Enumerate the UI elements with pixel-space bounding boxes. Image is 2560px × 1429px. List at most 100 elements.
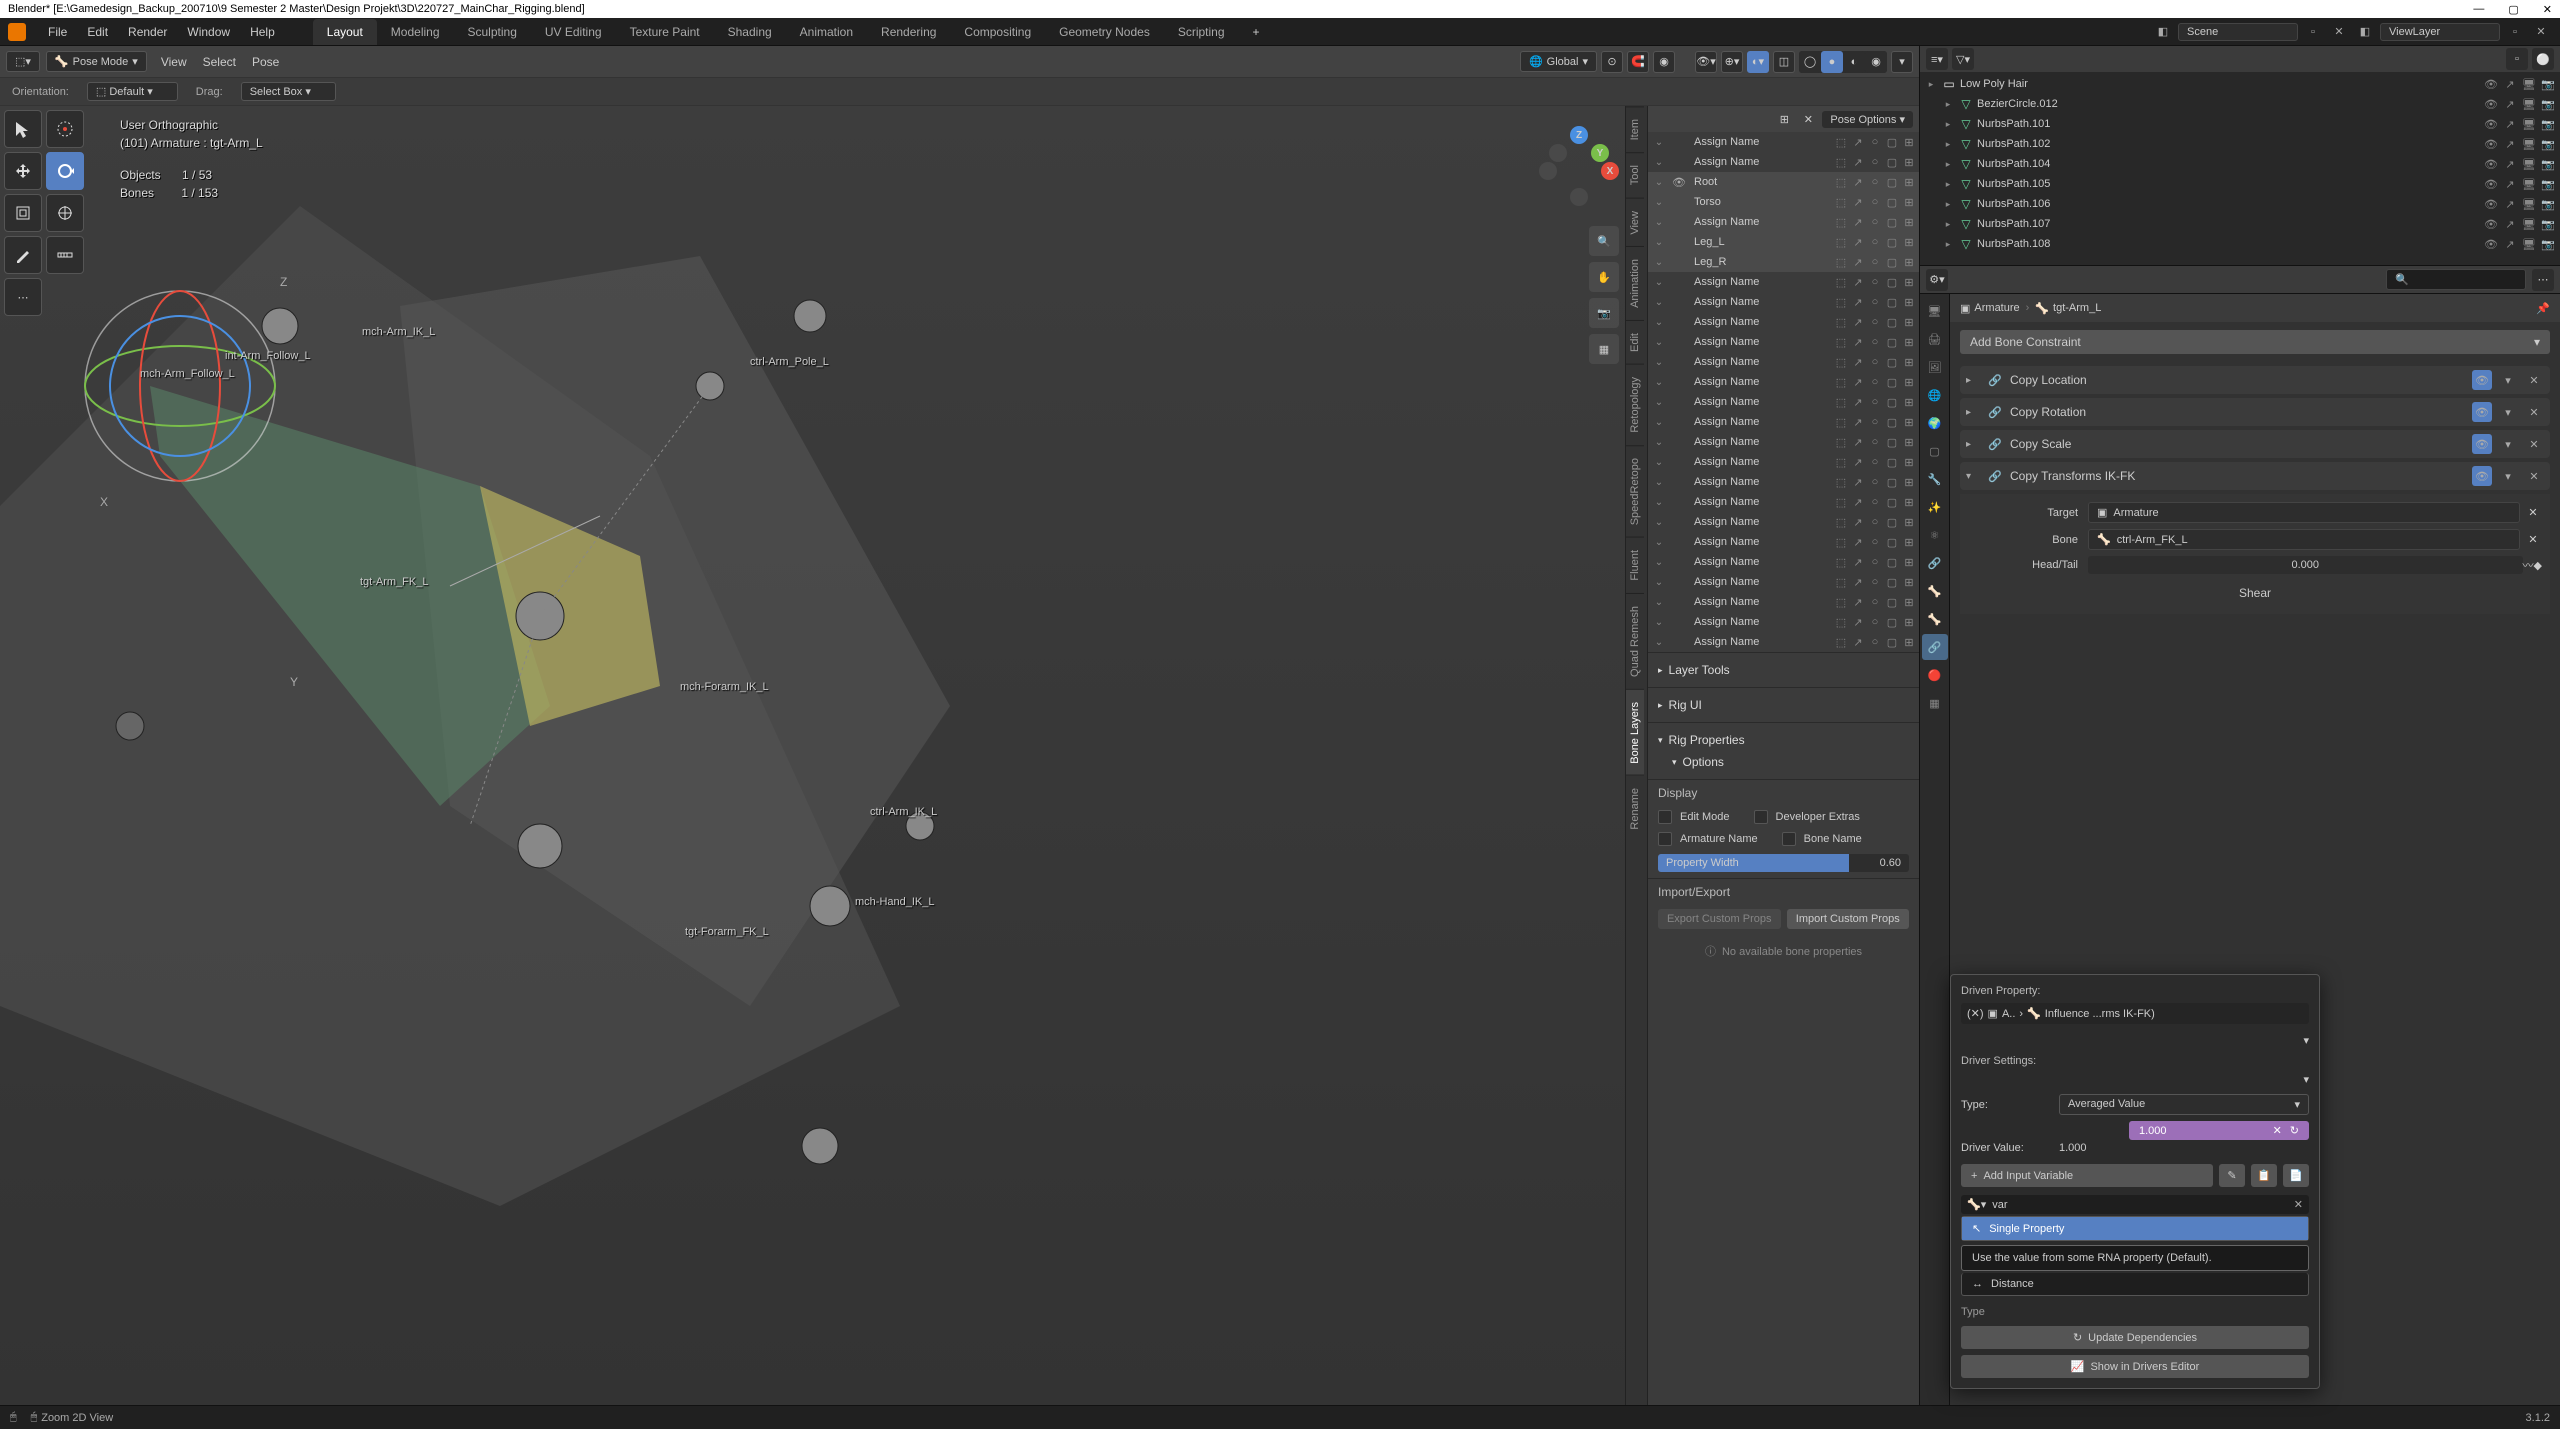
options-header[interactable]: ▾ Options bbox=[1658, 751, 1909, 773]
group-icon[interactable]: ⊞ bbox=[1901, 434, 1917, 450]
visibility-icon[interactable] bbox=[1670, 414, 1688, 430]
scene-delete-icon[interactable]: ✕ bbox=[2328, 21, 2350, 43]
lock-icon[interactable]: ○ bbox=[1867, 214, 1883, 230]
visibility-icon[interactable] bbox=[1670, 294, 1688, 310]
outliner-filter-icon[interactable]: ▽▾ bbox=[1952, 48, 1974, 70]
select-icon[interactable]: ↗ bbox=[1850, 514, 1866, 530]
wire-icon[interactable]: ▢ bbox=[1884, 334, 1900, 350]
solo-icon[interactable]: ⬚ bbox=[1833, 334, 1849, 350]
collapse-icon[interactable]: ⌄ bbox=[1650, 554, 1668, 570]
solo-icon[interactable]: ⬚ bbox=[1833, 614, 1849, 630]
hide-icon[interactable]: 👁 bbox=[2483, 116, 2499, 132]
ptab-output-icon[interactable]: 🖨 bbox=[1922, 326, 1948, 352]
wire-icon[interactable]: ▢ bbox=[1884, 274, 1900, 290]
collapse-icon[interactable]: ⌄ bbox=[1650, 134, 1668, 150]
bone-collection-row[interactable]: ⌄ Assign Name ⬚ ↗ ○ ▢ ⊞ bbox=[1648, 312, 1919, 332]
solo-icon[interactable]: ⬚ bbox=[1833, 134, 1849, 150]
group-icon[interactable]: ⊞ bbox=[1901, 294, 1917, 310]
bone-collection-row[interactable]: ⌄ Leg_R ⬚ ↗ ○ ▢ ⊞ bbox=[1648, 252, 1919, 272]
group-icon[interactable]: ⊞ bbox=[1901, 374, 1917, 390]
solo-icon[interactable]: ⬚ bbox=[1833, 474, 1849, 490]
layer-tools-header[interactable]: ▸ Layer Tools bbox=[1658, 659, 1909, 681]
visibility-icon[interactable] bbox=[1670, 154, 1688, 170]
disable-icon[interactable]: 🖥 bbox=[2521, 156, 2537, 172]
shading-wireframe-icon[interactable]: ◯ bbox=[1799, 51, 1821, 73]
bone-collection-row[interactable]: ⌄ Assign Name ⬚ ↗ ○ ▢ ⊞ bbox=[1648, 592, 1919, 612]
solo-icon[interactable]: ⬚ bbox=[1833, 314, 1849, 330]
group-icon[interactable]: ⊞ bbox=[1901, 514, 1917, 530]
gizmo-toggle-icon[interactable]: ⊕▾ bbox=[1721, 51, 1743, 73]
group-icon[interactable]: ⊞ bbox=[1901, 534, 1917, 550]
render-icon[interactable]: 📷 bbox=[2540, 236, 2556, 252]
outliner-row[interactable]: ▸ ▽ NurbsPath.106 👁 ↗ 🖥 📷 bbox=[1920, 194, 2560, 214]
wire-icon[interactable]: ▢ bbox=[1884, 494, 1900, 510]
constraint-delete-icon[interactable]: ✕ bbox=[2524, 402, 2544, 422]
snap-icon[interactable]: 🧲 bbox=[1627, 51, 1649, 73]
visibility-icon[interactable] bbox=[1670, 574, 1688, 590]
expand-icon[interactable]: ▸ bbox=[1966, 439, 1980, 450]
solo-icon[interactable]: ⬚ bbox=[1833, 394, 1849, 410]
headtail-slider[interactable]: 0.000 bbox=[2088, 556, 2523, 574]
menu-window[interactable]: Window bbox=[177, 21, 240, 43]
bone-collection-row[interactable]: ⌄ 👁 Root ⬚ ↗ ○ ▢ ⊞ bbox=[1648, 172, 1919, 192]
select-icon[interactable]: ↗ bbox=[2502, 76, 2518, 92]
lock-icon[interactable]: ○ bbox=[1867, 614, 1883, 630]
group-icon[interactable]: ⊞ bbox=[1901, 154, 1917, 170]
shading-solid-icon[interactable]: ● bbox=[1821, 51, 1843, 73]
lock-icon[interactable]: ○ bbox=[1867, 574, 1883, 590]
bone-collection-row[interactable]: ⌄ Assign Name ⬚ ↗ ○ ▢ ⊞ bbox=[1648, 632, 1919, 652]
solo-icon[interactable]: ⬚ bbox=[1833, 594, 1849, 610]
outliner-row[interactable]: ▸ ▽ NurbsPath.105 👁 ↗ 🖥 📷 bbox=[1920, 174, 2560, 194]
tab-modeling[interactable]: Modeling bbox=[377, 19, 454, 45]
lock-icon[interactable]: ○ bbox=[1867, 314, 1883, 330]
ptab-constraints-icon[interactable]: 🔗 bbox=[1922, 550, 1948, 576]
wire-icon[interactable]: ▢ bbox=[1884, 294, 1900, 310]
wire-icon[interactable]: ▢ bbox=[1884, 314, 1900, 330]
ptab-object-icon[interactable]: ▢ bbox=[1922, 438, 1948, 464]
bone-collection-row[interactable]: ⌄ Assign Name ⬚ ↗ ○ ▢ ⊞ bbox=[1648, 532, 1919, 552]
bone-collection-row[interactable]: ⌄ Assign Name ⬚ ↗ ○ ▢ ⊞ bbox=[1648, 132, 1919, 152]
select-icon[interactable]: ↗ bbox=[1850, 454, 1866, 470]
group-icon[interactable]: ⊞ bbox=[1901, 234, 1917, 250]
solo-icon[interactable]: ⬚ bbox=[1833, 254, 1849, 270]
solo-icon[interactable]: ⬚ bbox=[1833, 194, 1849, 210]
wire-icon[interactable]: ▢ bbox=[1884, 594, 1900, 610]
lock-icon[interactable]: ○ bbox=[1867, 414, 1883, 430]
visibility-icon[interactable] bbox=[1670, 474, 1688, 490]
ptab-viewlayer-icon[interactable]: 🖼 bbox=[1922, 354, 1948, 380]
driver-options-icon[interactable]: ▾ bbox=[2303, 1034, 2309, 1047]
lock-icon[interactable]: ○ bbox=[1867, 174, 1883, 190]
vtab-animation[interactable]: Animation bbox=[1626, 246, 1644, 320]
visibility-icon[interactable] bbox=[1670, 554, 1688, 570]
viewport-menu-view[interactable]: View bbox=[153, 52, 195, 72]
orientation-dropdown[interactable]: ⬚ Default ▾ bbox=[87, 82, 178, 101]
constraint-delete-icon[interactable]: ✕ bbox=[2524, 434, 2544, 454]
select-tool-icon[interactable] bbox=[4, 110, 42, 148]
wire-icon[interactable]: ▢ bbox=[1884, 174, 1900, 190]
select-icon[interactable]: ↗ bbox=[1850, 414, 1866, 430]
wire-icon[interactable]: ▢ bbox=[1884, 614, 1900, 630]
constraint-mute-icon[interactable]: 👁 bbox=[2472, 466, 2492, 486]
select-icon[interactable]: ↗ bbox=[1850, 434, 1866, 450]
shading-options-icon[interactable]: ▾ bbox=[1891, 51, 1913, 73]
lock-icon[interactable]: ○ bbox=[1867, 194, 1883, 210]
bone-field[interactable]: 🦴 ctrl-Arm_FK_L bbox=[2088, 529, 2520, 550]
menu-item-single-property[interactable]: ↖ Single Property bbox=[1962, 1217, 2308, 1240]
update-dependencies-button[interactable]: ↻Update Dependencies bbox=[1961, 1326, 2309, 1349]
visibility-icon[interactable] bbox=[1670, 494, 1688, 510]
ptab-armature-icon[interactable]: 🦴 bbox=[1922, 578, 1948, 604]
editor-type-icon[interactable]: ⬚▾ bbox=[6, 51, 40, 72]
solo-icon[interactable]: ⬚ bbox=[1833, 554, 1849, 570]
group-icon[interactable]: ⊞ bbox=[1901, 594, 1917, 610]
tab-sculpting[interactable]: Sculpting bbox=[454, 19, 531, 45]
bone-collection-row[interactable]: ⌄ Assign Name ⬚ ↗ ○ ▢ ⊞ bbox=[1648, 332, 1919, 352]
driver-settings-options-icon[interactable]: ▾ bbox=[2303, 1073, 2309, 1086]
perspective-icon[interactable]: ▦ bbox=[1589, 334, 1619, 364]
collapse-icon[interactable]: ⌄ bbox=[1650, 334, 1668, 350]
lock-icon[interactable]: ○ bbox=[1867, 534, 1883, 550]
bone-collection-row[interactable]: ⌄ Assign Name ⬚ ↗ ○ ▢ ⊞ bbox=[1648, 392, 1919, 412]
group-icon[interactable]: ⊞ bbox=[1901, 574, 1917, 590]
panel-options-icon[interactable]: ⊞ bbox=[1774, 109, 1794, 129]
driver-type-dropdown[interactable]: Averaged Value ▾ bbox=[2059, 1094, 2309, 1115]
constraint-name[interactable]: Copy Scale bbox=[2010, 437, 2466, 451]
